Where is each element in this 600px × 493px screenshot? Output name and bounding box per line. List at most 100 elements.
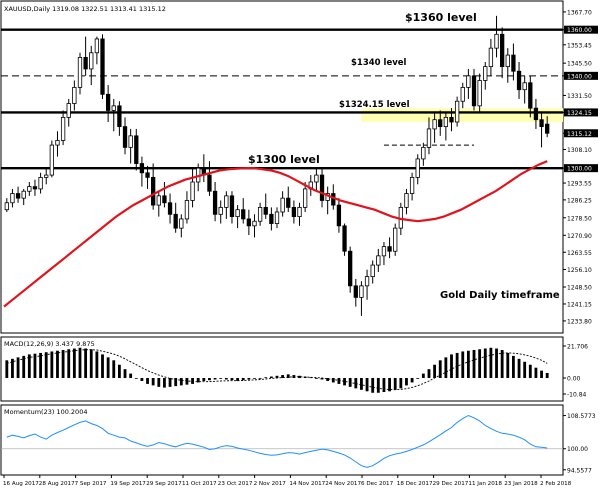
macd-bar	[478, 349, 482, 379]
price-pane: 1367.70 1360.00 1353.45 1345.50 1340.00 1331.…	[0, 0, 598, 334]
candle-body	[370, 264, 375, 278]
candle-body	[483, 66, 488, 81]
date-tick-label: 29 Dec 2017	[433, 481, 469, 487]
momentum-header: Momentum(23) 100.2004	[4, 408, 87, 416]
candle-body	[38, 176, 43, 190]
macd-bar	[455, 352, 459, 379]
candle-body	[466, 75, 471, 88]
price-tick-label: 1324.15	[567, 110, 592, 117]
candle-body	[522, 82, 527, 91]
macd-bar	[382, 378, 386, 393]
moving-average-line	[3, 160, 548, 308]
candle-body	[421, 146, 426, 160]
macd-bar	[151, 378, 155, 386]
candle-body	[500, 33, 505, 68]
macd-pane: 21.706 0.00 -10.84 MACD(12,26,9) 3.437 9.8…	[0, 336, 588, 402]
price-tick-label: 1315.12	[567, 131, 592, 138]
date-tick-label: 11 Jan 2018	[468, 481, 502, 487]
candle-body	[72, 86, 77, 104]
price-tick-label: 1241.15	[567, 301, 592, 308]
macd-bar	[117, 364, 121, 379]
price-tick-label: 1340.00	[567, 73, 592, 80]
candle-body	[218, 206, 223, 215]
macd-signal-line	[6, 349, 548, 391]
candle-body	[252, 220, 257, 227]
date-tick-label: 23 Oct 2017	[218, 481, 253, 487]
date-tick-label: 23 Jan 2018	[504, 481, 538, 487]
macd-bar	[528, 364, 532, 379]
macd-bar	[450, 354, 453, 379]
candle-body	[438, 119, 443, 128]
candle-body	[77, 56, 83, 88]
macd-bar	[416, 378, 420, 379]
macd-bar	[27, 354, 31, 379]
momentum-tick-label: 100.00	[567, 446, 588, 453]
macd-bar	[39, 352, 42, 379]
price-tick-label: 1360.00	[567, 27, 592, 34]
macd-bar	[337, 378, 341, 384]
momentum-tick-label: 108.5773	[567, 413, 596, 420]
price-tick-label: 1353.45	[567, 42, 592, 49]
macd-bar	[179, 378, 183, 386]
candle-body	[415, 158, 420, 178]
candle-body	[359, 285, 364, 298]
candle-body	[376, 255, 381, 266]
candle-body	[49, 144, 54, 176]
candle-body	[449, 116, 454, 123]
candle-body	[432, 119, 437, 130]
macd-bar	[157, 378, 161, 387]
price-tick-label: 1248.50	[567, 285, 592, 292]
candle-body	[207, 174, 212, 192]
macd-bar	[33, 353, 37, 379]
candle-body	[105, 93, 111, 111]
macd-bar	[123, 369, 127, 379]
candle-body	[156, 195, 161, 206]
momentum-tick-label: 94.5577	[567, 467, 592, 474]
macd-bar	[286, 374, 290, 379]
macd-bar	[523, 361, 527, 379]
macd-bar	[202, 378, 206, 381]
date-tick-label: 7 Sep 2017	[75, 481, 107, 487]
price-tick-label: 1345.50	[567, 61, 592, 68]
price-tick-label: 1278.50	[567, 215, 592, 222]
candle-body	[263, 206, 268, 215]
macd-bar	[500, 349, 504, 379]
macd-header: MACD(12,26,9) 3.437 9.875	[4, 340, 95, 348]
date-tick-label: 2 Nov 2017	[254, 481, 287, 487]
candle-body	[364, 276, 370, 287]
macd-bar	[78, 347, 82, 379]
candle-body	[4, 202, 9, 211]
date-tick-label: 6 Dec 2017	[361, 481, 394, 487]
macd-bar	[421, 373, 425, 379]
macd-bar	[163, 378, 166, 388]
candle-body	[381, 246, 387, 257]
candle-body	[145, 172, 150, 178]
candle-body	[190, 181, 195, 201]
macd-bar	[213, 378, 217, 380]
macd-bar	[314, 378, 318, 379]
candle-body	[229, 195, 235, 218]
candle-body	[494, 33, 499, 49]
candle-body	[348, 250, 353, 287]
candle-body	[100, 38, 105, 95]
macd-bar	[269, 376, 273, 379]
candle-body	[55, 140, 60, 146]
price-tick-label: 1308.10	[567, 147, 592, 154]
candle-body	[488, 47, 494, 68]
macd-pane-frame	[0, 336, 564, 402]
momentum-pane-frame	[0, 404, 564, 476]
macd-bar	[50, 351, 54, 379]
macd-bar	[281, 375, 285, 379]
candle-body	[443, 116, 449, 128]
price-tick-label: 1300.00	[567, 166, 592, 173]
candle-body	[122, 126, 128, 148]
macd-bar	[365, 378, 369, 392]
macd-bar	[371, 378, 375, 393]
macd-bar	[241, 378, 245, 381]
macd-bar	[61, 349, 65, 379]
timeframe-label: Gold Daily timeframe	[440, 290, 560, 301]
macd-bar	[174, 378, 178, 387]
macd-bar	[343, 378, 346, 386]
date-tick-label: 29 Sep 2017	[146, 481, 182, 487]
